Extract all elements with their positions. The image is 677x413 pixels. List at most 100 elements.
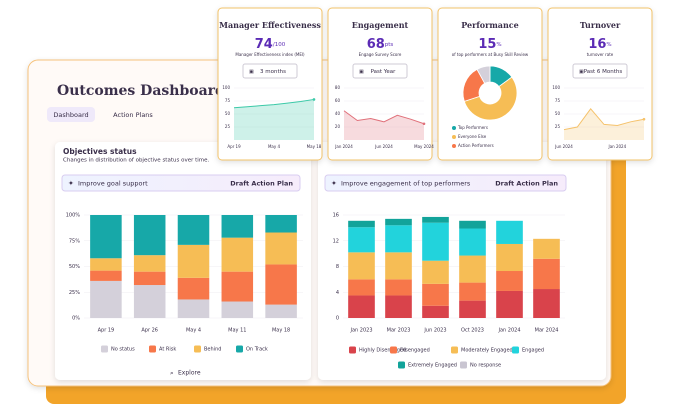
x-tick-label: Jun 2023 bbox=[423, 328, 446, 334]
bar-segment bbox=[177, 244, 210, 278]
line bbox=[343, 110, 425, 125]
metric-value: 16 bbox=[588, 37, 606, 52]
y-tick-label: 16 bbox=[333, 213, 339, 219]
metric-unit: pts bbox=[385, 42, 394, 48]
metric-value: 15 bbox=[478, 37, 496, 52]
metric-unit: /100 bbox=[273, 42, 286, 48]
x-tick-label: May 18 bbox=[272, 328, 290, 334]
x-tick-label: Oct 2023 bbox=[461, 328, 484, 334]
legend-label: Behind bbox=[204, 347, 221, 353]
sparkle-icon: ✦ bbox=[68, 180, 74, 188]
bar-segment bbox=[348, 227, 375, 253]
tab[interactable]: Action Plans bbox=[113, 111, 153, 119]
period-select[interactable] bbox=[242, 63, 298, 79]
tab-active[interactable] bbox=[47, 107, 95, 122]
bar-segment bbox=[133, 285, 166, 318]
bar-segment bbox=[133, 271, 166, 286]
end-dot bbox=[642, 117, 646, 121]
metric-card bbox=[327, 7, 433, 161]
calendar-icon: ▣ bbox=[579, 69, 584, 75]
area bbox=[234, 99, 314, 140]
bar-segment bbox=[348, 252, 375, 280]
y-tick-label: 12 bbox=[333, 238, 339, 244]
x-tick-label: May 4 bbox=[186, 328, 201, 334]
legend-label: At Risk bbox=[159, 347, 176, 353]
y-tick-label: 100% bbox=[66, 213, 81, 219]
bar-segment bbox=[265, 215, 297, 233]
bar-segment bbox=[496, 243, 523, 272]
line bbox=[233, 98, 315, 109]
bar-segment bbox=[385, 252, 412, 280]
bar-segment bbox=[533, 258, 560, 290]
banner-text: Improve goal support bbox=[78, 180, 148, 188]
calendar-icon: ▣ bbox=[359, 69, 364, 75]
bar-segment bbox=[459, 300, 486, 318]
bar-segment bbox=[385, 225, 412, 253]
bar-segment bbox=[90, 270, 122, 281]
card-caption: Engage Survey Score bbox=[359, 52, 402, 57]
legend-label: Everyone Else bbox=[458, 134, 487, 139]
bar-segment bbox=[348, 220, 375, 228]
card-caption: Manager Effectiveness index (MEI) bbox=[235, 52, 305, 57]
bar-segment bbox=[385, 295, 412, 318]
metric-value: 74 bbox=[255, 37, 273, 52]
bar-segment bbox=[422, 260, 449, 284]
card-title: Engagement bbox=[352, 20, 409, 30]
bar-segment bbox=[496, 220, 523, 244]
bar-segment bbox=[459, 228, 486, 256]
x-tick-label: Jan 2024 bbox=[497, 328, 520, 334]
y-tick-label: 50 bbox=[225, 111, 231, 116]
bar-segment bbox=[265, 232, 297, 265]
bar-segment bbox=[459, 220, 486, 229]
bar-segment bbox=[177, 277, 210, 300]
calendar-icon: ▣ bbox=[249, 69, 254, 75]
bar-segment bbox=[265, 264, 297, 305]
card-title: Manager Effectiveness bbox=[219, 20, 321, 30]
bar-segment bbox=[90, 258, 122, 271]
x-tick-label: Apr 26 bbox=[141, 328, 158, 334]
x-tick-label: May 2024 bbox=[414, 144, 434, 149]
metric-value: 68 bbox=[367, 37, 385, 52]
bar-segment bbox=[221, 271, 254, 302]
bar-segment bbox=[265, 304, 297, 318]
legend-dot bbox=[452, 135, 456, 139]
dashboard-title: Outcomes Dashboard bbox=[57, 83, 225, 99]
bar-segment bbox=[133, 215, 166, 256]
legend-swatch bbox=[101, 345, 108, 353]
legend-label: Disengaged bbox=[400, 348, 430, 354]
period-select[interactable] bbox=[352, 63, 408, 79]
card-caption: turnover rate bbox=[587, 52, 614, 57]
bar-segment bbox=[177, 215, 210, 245]
action-link[interactable]: Draft Action Plan bbox=[495, 180, 558, 188]
x-tick-label: Apr 19 bbox=[227, 144, 241, 149]
bar-segment bbox=[496, 271, 523, 291]
tab[interactable]: Dashboard bbox=[53, 111, 88, 119]
metric-card bbox=[217, 7, 323, 161]
metric: 15% bbox=[478, 37, 501, 52]
legend-label: On Track bbox=[246, 347, 268, 353]
bar-segment bbox=[221, 215, 254, 238]
legend-swatch bbox=[460, 361, 467, 369]
legend-label: No response bbox=[470, 363, 501, 369]
end-dot bbox=[422, 122, 426, 126]
y-tick-label: 75 bbox=[225, 98, 231, 103]
panel-subtitle: Changes in distribution of objective sta… bbox=[63, 158, 210, 164]
explore-link[interactable]: Explore bbox=[178, 370, 201, 377]
metric: 16% bbox=[588, 37, 611, 52]
y-tick-label: 50% bbox=[69, 264, 80, 270]
metric-card bbox=[437, 7, 543, 161]
explore-icon: ⌕ bbox=[170, 369, 174, 377]
card-title: Performance bbox=[461, 20, 519, 30]
x-tick-label: May 11 bbox=[228, 328, 246, 334]
sparkle-icon: ✦ bbox=[331, 180, 337, 188]
y-tick-label: 0 bbox=[336, 316, 339, 322]
bar-segment bbox=[133, 255, 166, 272]
action-link[interactable]: Draft Action Plan bbox=[230, 180, 293, 188]
legend-swatch bbox=[194, 345, 201, 353]
banner bbox=[324, 174, 567, 192]
period-select[interactable] bbox=[572, 63, 628, 79]
bar-segment bbox=[422, 222, 449, 261]
bar-segment bbox=[221, 237, 254, 272]
legend-dot bbox=[452, 126, 456, 130]
